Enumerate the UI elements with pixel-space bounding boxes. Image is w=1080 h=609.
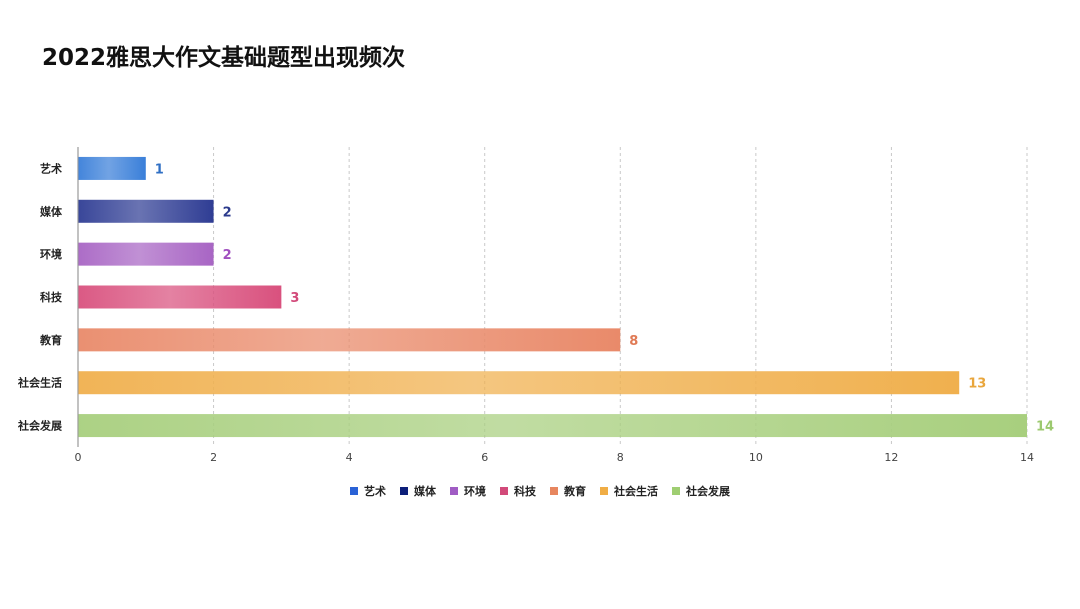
x-tick-label: 6	[481, 451, 488, 464]
legend-swatch	[600, 487, 608, 495]
bar	[78, 371, 960, 395]
data-label: 13	[968, 377, 986, 392]
legend-item: 艺术	[350, 483, 386, 499]
data-label: 14	[1036, 420, 1054, 435]
legend-swatch	[500, 487, 508, 495]
x-tick-label: 2	[210, 451, 217, 464]
legend-item: 科技	[500, 483, 536, 499]
legend-item: 环境	[450, 483, 486, 499]
y-tick-label: 教育	[39, 333, 62, 347]
legend-item: 社会生活	[600, 483, 658, 499]
legend-label: 科技	[514, 485, 536, 498]
x-tick-label: 8	[617, 451, 624, 464]
y-tick-label: 社会生活	[17, 376, 62, 390]
legend-swatch	[672, 487, 680, 495]
legend-swatch	[400, 487, 408, 495]
data-label: 3	[290, 291, 299, 306]
x-tick-label: 4	[346, 451, 353, 464]
legend-label: 社会生活	[614, 485, 658, 498]
y-tick-label: 社会发展	[17, 419, 63, 433]
data-label: 2	[223, 205, 232, 220]
legend-label: 媒体	[414, 485, 436, 498]
x-tick-label: 0	[75, 451, 82, 464]
x-tick-label: 10	[749, 451, 763, 464]
legend-swatch	[450, 487, 458, 495]
legend-label: 艺术	[364, 485, 386, 498]
y-tick-label: 科技	[40, 290, 63, 304]
y-tick-label: 环境	[40, 247, 62, 261]
bar	[78, 414, 1027, 438]
data-label: 1	[155, 162, 164, 177]
legend-item: 媒体	[400, 483, 436, 499]
legend-label: 环境	[464, 485, 486, 498]
legend-swatch	[350, 487, 358, 495]
bar	[78, 199, 214, 223]
y-tick-label: 艺术	[40, 161, 62, 175]
x-tick-label: 12	[884, 451, 898, 464]
bar	[78, 242, 214, 266]
x-tick-label: 14	[1020, 451, 1034, 464]
bar	[78, 328, 621, 352]
legend-label: 教育	[564, 485, 586, 498]
data-label: 2	[223, 248, 232, 263]
legend-swatch	[550, 487, 558, 495]
bar	[78, 285, 282, 309]
legend-label: 社会发展	[686, 485, 730, 498]
chart-legend: 艺术 媒体 环境 科技 教育 社会生活 社会发展	[0, 483, 1080, 499]
legend-item: 社会发展	[672, 483, 730, 499]
data-label: 8	[629, 334, 638, 349]
bar	[78, 156, 146, 180]
chart-title: 2022雅思大作文基础题型出现频次	[42, 45, 406, 71]
legend-item: 教育	[550, 483, 586, 499]
y-tick-label: 媒体	[39, 204, 63, 218]
